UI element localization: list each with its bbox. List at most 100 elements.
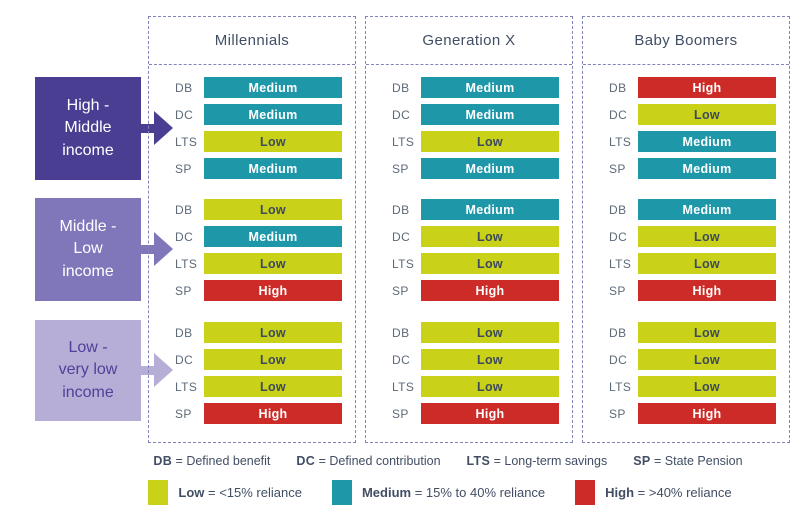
abbreviation-definitions: DB = Defined benefit DC = Defined contri… bbox=[96, 454, 800, 468]
definition-abbr: DC bbox=[296, 454, 316, 468]
generations-table: Millennials DB Medium DC Medium LTS Low SP M… bbox=[148, 16, 790, 443]
definition-abbr: SP bbox=[633, 454, 651, 468]
reliance-bar: Low bbox=[204, 349, 342, 370]
definition-abbr: LTS bbox=[466, 454, 491, 468]
reliance-bar: Low bbox=[638, 349, 776, 370]
row-label-sp: SP bbox=[609, 283, 626, 298]
bar-row: DB Medium bbox=[366, 77, 559, 98]
bar-row: LTS Low bbox=[583, 376, 776, 397]
bar-row: DC Medium bbox=[149, 226, 342, 247]
reliance-legend: Low = <15% reliance Medium = 15% to 40% … bbox=[80, 480, 800, 505]
bar-row: DC Medium bbox=[366, 104, 559, 125]
column-generation-x: Generation X DB Medium DC Medium LTS Low SP… bbox=[365, 16, 573, 443]
row-label-lts: LTS bbox=[392, 379, 415, 394]
arrow-stem bbox=[141, 123, 154, 133]
bar-row: SP Medium bbox=[583, 158, 776, 179]
row-label-dc: DC bbox=[175, 107, 194, 122]
row-label-db: DB bbox=[609, 80, 627, 95]
group-middle-low-millennials: DB Low DC Medium LTS Low SP High bbox=[149, 199, 355, 307]
reliance-bar: High bbox=[638, 403, 776, 424]
bar-row: DC Medium bbox=[149, 104, 342, 125]
arrow-right-icon bbox=[141, 111, 173, 145]
legend-item-high: High = >40% reliance bbox=[575, 480, 732, 505]
reliance-bar: High bbox=[204, 280, 342, 301]
bar-row: LTS Low bbox=[366, 253, 559, 274]
bar-row: DB Medium bbox=[583, 199, 776, 220]
row-label-sp: SP bbox=[392, 161, 409, 176]
bar-row: SP Medium bbox=[149, 158, 342, 179]
bar-row: DB Medium bbox=[366, 199, 559, 220]
bar-row: DB Low bbox=[583, 322, 776, 343]
row-label-lts: LTS bbox=[609, 379, 632, 394]
column-header-baby-boomers: Baby Boomers bbox=[583, 17, 789, 65]
row-label-dc: DC bbox=[175, 352, 194, 367]
bar-row: SP High bbox=[366, 403, 559, 424]
reliance-bar: Low bbox=[421, 226, 559, 247]
row-label-lts: LTS bbox=[609, 256, 632, 271]
row-label-dc: DC bbox=[175, 229, 194, 244]
group-middle-low-generation-x: DB Medium DC Low LTS Low SP High bbox=[366, 199, 572, 307]
row-label-lts: LTS bbox=[392, 256, 415, 271]
legend-description: = 15% to 40% reliance bbox=[414, 485, 546, 500]
column-baby-boomers: Baby Boomers DB High DC Low LTS Medium SP Me… bbox=[582, 16, 790, 443]
row-label-lts: LTS bbox=[175, 134, 198, 149]
reliance-bar: Medium bbox=[421, 158, 559, 179]
reliance-bar: Low bbox=[638, 253, 776, 274]
bar-row: DB Low bbox=[149, 322, 342, 343]
reliance-bar: High bbox=[638, 77, 776, 98]
group-high-middle-millennials: DB Medium DC Medium LTS Low SP Medium bbox=[149, 77, 355, 185]
legend-text: High = >40% reliance bbox=[605, 485, 731, 500]
bar-row: LTS Low bbox=[149, 253, 342, 274]
row-label-dc: DC bbox=[392, 107, 411, 122]
bar-row: LTS Medium bbox=[583, 131, 776, 152]
group-high-middle-generation-x: DB Medium DC Medium LTS Low SP Medium bbox=[366, 77, 572, 185]
bar-row: SP High bbox=[583, 280, 776, 301]
definition-db: DB = Defined benefit bbox=[153, 454, 270, 468]
reliance-bar: Low bbox=[421, 253, 559, 274]
bar-row: LTS Low bbox=[149, 376, 342, 397]
row-label-sp: SP bbox=[175, 406, 192, 421]
group-middle-low-baby-boomers: DB Medium DC Low LTS Low SP High bbox=[583, 199, 789, 307]
reliance-bar: Low bbox=[421, 349, 559, 370]
definition-sp: SP = State Pension bbox=[633, 454, 742, 468]
income-group-low-very-low: Low - very low income bbox=[35, 320, 141, 421]
bar-row: SP High bbox=[583, 403, 776, 424]
reliance-bar: Low bbox=[638, 376, 776, 397]
legend-text: Medium = 15% to 40% reliance bbox=[362, 485, 545, 500]
arrow-stem bbox=[141, 365, 154, 375]
reliance-bar: Low bbox=[638, 322, 776, 343]
row-label-db: DB bbox=[175, 80, 193, 95]
bar-row: SP High bbox=[149, 280, 342, 301]
definition-lts: LTS = Long-term savings bbox=[467, 454, 608, 468]
row-label-db: DB bbox=[392, 202, 410, 217]
legend-description: = <15% reliance bbox=[208, 485, 302, 500]
group-high-middle-baby-boomers: DB High DC Low LTS Medium SP Medium bbox=[583, 77, 789, 185]
reliance-bar: Low bbox=[638, 104, 776, 125]
reliance-bar: High bbox=[421, 403, 559, 424]
bar-row: DB High bbox=[583, 77, 776, 98]
bar-row: DC Low bbox=[366, 226, 559, 247]
row-label-lts: LTS bbox=[175, 256, 198, 271]
reliance-bar: High bbox=[204, 403, 342, 424]
reliance-bar: Low bbox=[204, 322, 342, 343]
row-label-lts: LTS bbox=[175, 379, 198, 394]
reliance-bar: Low bbox=[204, 199, 342, 220]
reliance-bar: Low bbox=[421, 376, 559, 397]
bar-row: DB Low bbox=[366, 322, 559, 343]
definition-dc: DC = Defined contribution bbox=[296, 454, 440, 468]
arrow-head bbox=[154, 111, 173, 145]
legend-label: Medium bbox=[361, 485, 412, 500]
reliance-bar: Medium bbox=[204, 158, 342, 179]
row-label-db: DB bbox=[175, 202, 193, 217]
definition-text: = State Pension bbox=[653, 454, 743, 468]
reliance-bar: Medium bbox=[204, 226, 342, 247]
legend-label: Low bbox=[178, 485, 205, 500]
group-low-very-low-baby-boomers: DB Low DC Low LTS Low SP High bbox=[583, 322, 789, 430]
reliance-bar: Medium bbox=[638, 199, 776, 220]
bar-row: DC Low bbox=[149, 349, 342, 370]
income-group-high-middle: High - Middle income bbox=[35, 77, 141, 180]
row-label-lts: LTS bbox=[392, 134, 415, 149]
definition-text: = Long-term savings bbox=[493, 454, 608, 468]
column-millennials: Millennials DB Medium DC Medium LTS Low SP M… bbox=[148, 16, 356, 443]
